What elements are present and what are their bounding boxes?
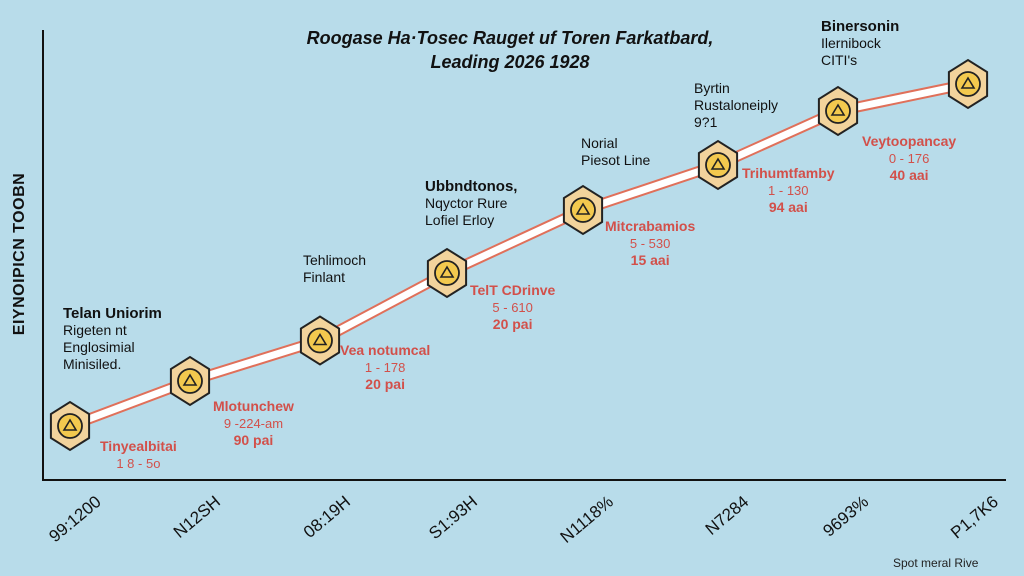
annotation-line: Minisiled. <box>63 356 122 372</box>
data-point-marker <box>299 315 341 366</box>
data-point-marker <box>426 247 468 299</box>
x-axis-label: Spot meral Rive <box>893 556 979 570</box>
data-point-marker <box>49 400 91 452</box>
data-label-name: Mlotunchew <box>213 398 294 414</box>
annotation-line: Rustaloneiply <box>694 97 779 113</box>
annotation-line: CITI's <box>821 52 858 68</box>
data-label-name: Mitcrabamios <box>605 218 696 234</box>
data-label-value: 15 aai <box>630 252 670 268</box>
annotation: Telan Uniorim Rigeten nt Englosimial Minisi… <box>63 305 162 373</box>
data-point-marker <box>169 355 211 407</box>
annotation: Norial Piesot Line <box>581 135 650 169</box>
data-label-range: 5 - 610 <box>492 300 533 315</box>
annotation-line: Rigeten nt <box>63 322 127 338</box>
annotation-line: Englosimial <box>63 339 135 355</box>
data-label: Mitcrabamios 5 - 530 15 aai <box>605 218 695 269</box>
annotation-heading: Telan Uniorim <box>63 305 162 322</box>
annotation-line: 9?1 <box>694 114 718 130</box>
annotation-line: Byrtin <box>694 80 730 96</box>
data-label: Mlotunchew 9 -224-am 90 pai <box>213 398 294 449</box>
data-label-value: 40 aai <box>889 167 929 183</box>
data-point-marker <box>562 184 604 236</box>
annotation: Binersonin Ilernibock CITI's <box>821 18 899 69</box>
data-label-range: 1 - 130 <box>768 183 809 198</box>
data-label-name: Tinyealbitai <box>100 438 177 454</box>
title-text: Roogase Ha·Tosec Rauget uf Toren Farkatb… <box>306 28 714 48</box>
data-label: Vea notumcal 1 - 178 20 pai <box>340 342 430 393</box>
annotation-line: Finlant <box>303 269 346 285</box>
data-label-range: 1 - 178 <box>364 360 406 375</box>
data-label: Trihumtfamby 1 - 130 94 aai <box>742 165 835 216</box>
annotation-heading: Ubbndtonos, <box>425 178 518 195</box>
annotation: Byrtin Rustaloneiply 9?1 <box>694 80 778 131</box>
data-point-marker <box>697 139 739 191</box>
data-point-marker <box>947 58 989 110</box>
data-label-name: Veytoopancay <box>862 133 957 149</box>
annotation-line: Lofiel Erloy <box>425 212 495 228</box>
annotation-line: Piesot Line <box>581 152 651 168</box>
data-point-marker <box>817 85 859 137</box>
subtitle-text: Leading 2026 1928 <box>430 52 590 72</box>
data-label: Veytoopancay 0 - 176 40 aai <box>862 133 956 184</box>
data-label-name: TelT CDrinve <box>470 282 556 298</box>
chart-title: Roogase Ha·Tosec Rauget uf Toren Farkatb… <box>270 26 750 74</box>
annotation: Ubbndtonos, Nqyctor Rure Lofiel Erloy <box>425 178 517 229</box>
data-label: TelT CDrinve 5 - 610 20 pai <box>470 282 555 333</box>
data-label-range: 1 8 - 5o <box>116 456 161 471</box>
data-label-value: 94 aai <box>768 199 808 215</box>
data-label-range: 5 - 530 <box>629 236 671 251</box>
y-axis-label: EIYNOIPICN TOOBN <box>11 172 28 336</box>
annotation-line: Nqyctor Rure <box>425 195 508 211</box>
data-label-name: Vea notumcal <box>340 342 431 358</box>
data-label-value: 20 pai <box>492 316 533 332</box>
annotation-line: Norial <box>581 135 618 151</box>
data-label: Tinyealbitai 1 8 - 5o <box>100 438 177 472</box>
data-label-name: Trihumtfamby <box>742 165 835 181</box>
annotation-heading: Binersonin <box>821 18 900 35</box>
annotation-line: Tehlimoch <box>303 252 367 268</box>
annotation-line: Ilernibock <box>821 35 881 51</box>
data-label-range: 0 - 176 <box>888 151 930 166</box>
data-label-range: 9 -224-am <box>223 416 284 431</box>
data-label-value: 20 pai <box>365 376 405 392</box>
data-label-value: 90 pai <box>233 432 274 448</box>
annotation: Tehlimoch Finlant <box>303 252 366 286</box>
